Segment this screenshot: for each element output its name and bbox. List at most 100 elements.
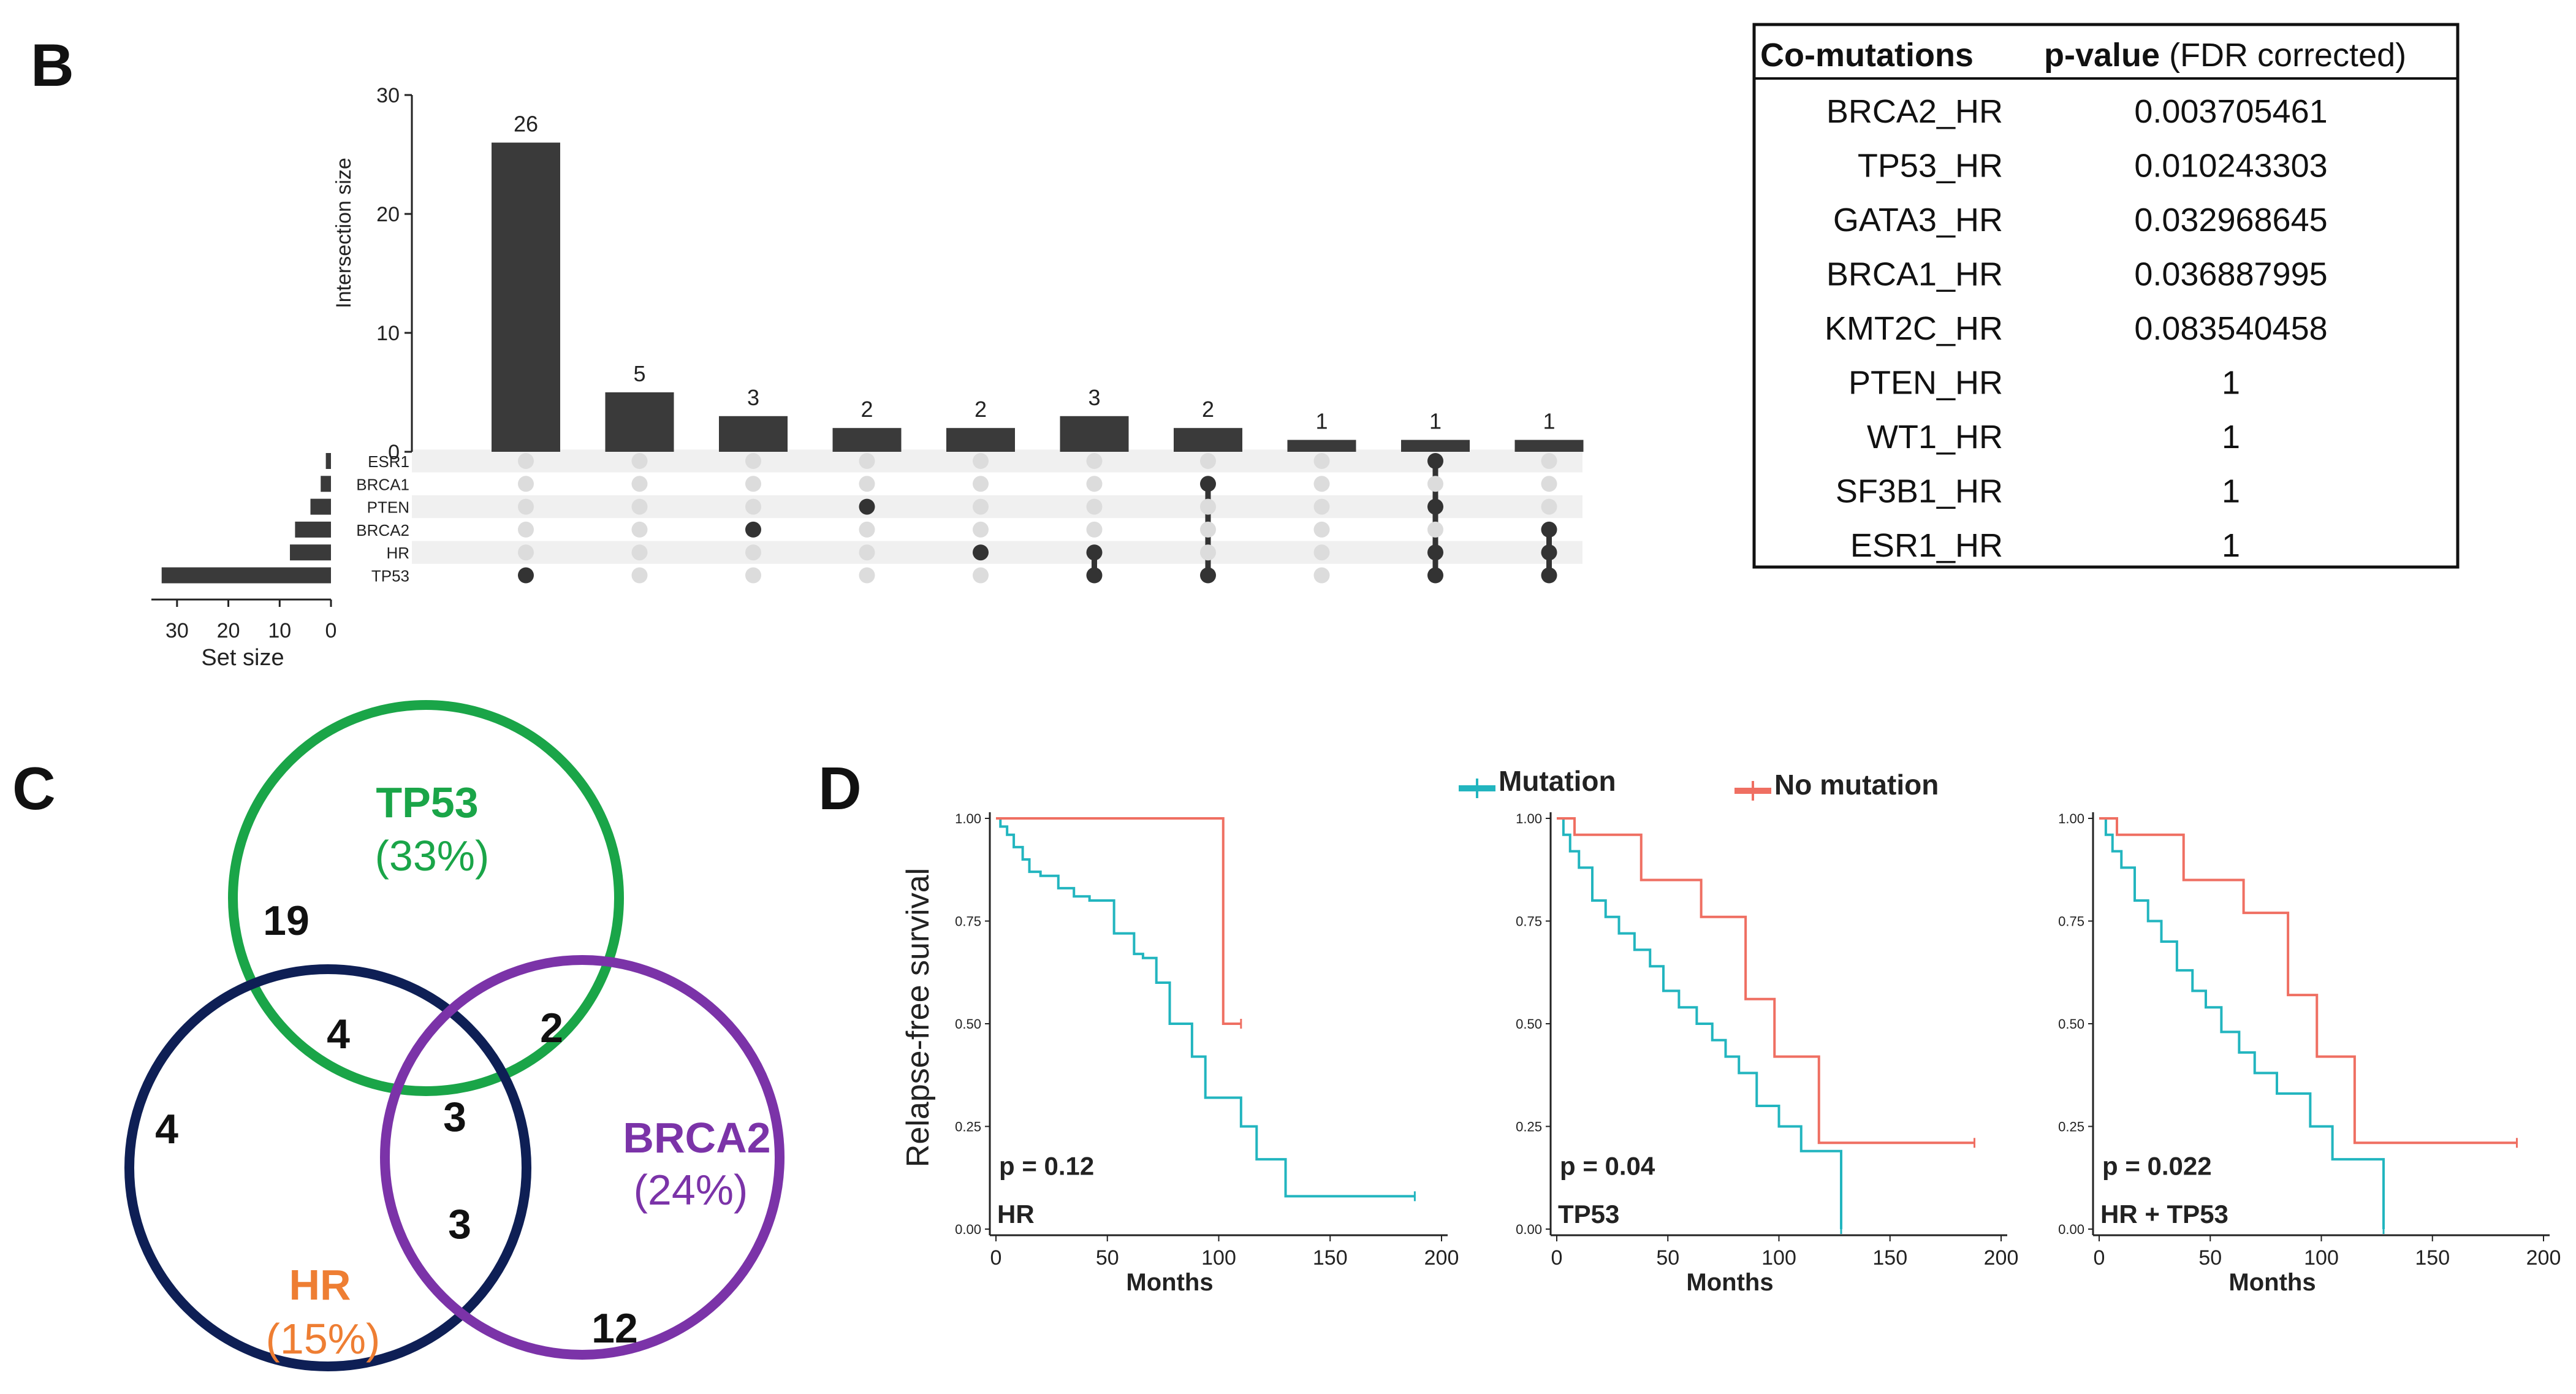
membership-dot-inactive (745, 498, 761, 515)
matrix-row-stripe (412, 541, 1582, 564)
membership-dot-inactive (1313, 567, 1330, 584)
tp53-set-pct: (33%) (375, 832, 490, 880)
membership-dot-active (1541, 521, 1557, 538)
set-size-bars (161, 453, 331, 584)
km-panel: 0.00 0.25 0.50 0.75 1.00 0 50 100 150 200 Months p … (1516, 811, 2018, 1296)
km-curve-no-mutation (2099, 817, 2517, 1145)
membership-dot-inactive (973, 498, 989, 515)
membership-dot-inactive (1427, 521, 1443, 538)
table-row-mutation: WT1_HR (1867, 419, 2003, 455)
intersection-bar (492, 142, 560, 452)
bar-value-label: 3 (1088, 385, 1100, 410)
venn-diagram: TP53 (33%) HR (15%) BRCA2 (24%) 19 4 2 3… (124, 700, 785, 1371)
set-label: BRCA2 (356, 521, 409, 539)
km-p-value: p = 0.022 (2102, 1152, 2212, 1181)
set-size-bar (310, 498, 331, 515)
membership-dot-inactive (1313, 453, 1330, 469)
table-row-p-value: 0.003705461 (2134, 93, 2327, 130)
matrix-row-stripe (412, 563, 1582, 587)
membership-dot-inactive (859, 567, 875, 584)
km-panel-label: HR (997, 1200, 1035, 1228)
intersection-bar (719, 416, 788, 452)
hr-set-pct: (15%) (266, 1315, 381, 1363)
km-x-tick-label: 0 (2094, 1246, 2105, 1270)
region-tp53-hr: 4 (327, 1011, 350, 1057)
region-brca2-only: 12 (591, 1305, 638, 1352)
membership-dot-inactive (1541, 476, 1557, 492)
membership-dot-inactive (973, 521, 989, 538)
km-x-axis-label: Months (2228, 1269, 2316, 1296)
membership-dot-inactive (1313, 476, 1330, 492)
intersection-bars (492, 142, 1584, 452)
panel-d-letter: D (818, 755, 862, 822)
km-x-tick-label: 150 (1313, 1246, 1348, 1270)
km-curve-no-mutation (1557, 817, 1975, 1145)
membership-dot-inactive (1313, 544, 1330, 561)
table-row-mutation: GATA3_HR (1833, 202, 2003, 238)
table-row-mutation: BRCA1_HR (1826, 256, 2003, 293)
panel-b-letter: B (31, 31, 74, 99)
set-labels: ESR1 BRCA1 PTEN BRCA2 HR TP53 (356, 452, 409, 585)
header-p-bold: p-value (2044, 37, 2160, 74)
bar-value-label: 3 (747, 385, 759, 410)
membership-dot-inactive (631, 498, 648, 515)
table-header-co-mutations: Co-mutations (1760, 37, 1974, 74)
membership-dot-inactive (518, 476, 534, 492)
matrix-row-stripe (412, 472, 1582, 495)
table-row-p-value: 0.010243303 (2134, 148, 2327, 185)
membership-dot-inactive (1086, 498, 1103, 515)
km-y-tick-label: 0.25 (955, 1119, 981, 1135)
membership-dot-inactive (973, 567, 989, 584)
km-y-tick-label: 0.50 (955, 1016, 981, 1032)
km-x-tick-label: 0 (1551, 1246, 1563, 1270)
km-y-tick-label: 0.75 (2058, 914, 2084, 929)
km-x-tick-label: 50 (1656, 1246, 1679, 1270)
table-row-p-value: 1 (2222, 365, 2240, 402)
set-size-label: Set size (201, 645, 284, 671)
km-panels: 0.00 0.25 0.50 0.75 1.00 0 50 100 150 200 Months p … (955, 811, 2561, 1296)
bar-value-label: 1 (1429, 409, 1442, 434)
table-row-p-value: 1 (2222, 419, 2240, 455)
bar-value-label: 2 (975, 397, 987, 422)
membership-dot-inactive (631, 567, 648, 584)
bar-value-label: 5 (633, 361, 645, 386)
km-y-tick-label: 0.50 (1516, 1016, 1542, 1032)
matrix-row-stripe (412, 449, 1582, 473)
km-curve-mutation (1557, 817, 1842, 1229)
membership-dot-active (973, 544, 989, 561)
set-size-bar (295, 521, 331, 538)
km-p-value: p = 0.12 (999, 1152, 1094, 1181)
km-y-axis-label: Relapse-free survival (900, 868, 936, 1167)
brca2-circle (380, 955, 785, 1360)
set-size-tick-label: 20 (217, 619, 240, 642)
membership-dot-inactive (973, 476, 989, 492)
table-row-mutation: TP53_HR (1858, 148, 2003, 185)
membership-dot-inactive (745, 453, 761, 469)
membership-dot-active (1427, 498, 1443, 515)
membership-dot-active (1541, 544, 1557, 561)
region-hr-brca2: 3 (448, 1201, 471, 1247)
membership-dot-inactive (859, 476, 875, 492)
set-label: TP53 (371, 567, 409, 585)
km-x-tick-label: 50 (1096, 1246, 1119, 1270)
km-curve-no-mutation (996, 817, 1241, 1025)
membership-dot-inactive (859, 521, 875, 538)
km-y-tick-label: 0.00 (2058, 1222, 2084, 1237)
intersection-bar (1287, 440, 1356, 452)
table-row-p-value: 0.036887995 (2134, 256, 2327, 293)
table-row-p-value: 1 (2222, 473, 2240, 510)
membership-dot-inactive (1313, 521, 1330, 538)
brca2-set-name: BRCA2 (623, 1114, 770, 1162)
table-row-mutation: SF3B1_HR (1836, 473, 2003, 510)
bar-value-label: 2 (861, 397, 873, 422)
km-x-tick-label: 100 (1761, 1246, 1796, 1270)
membership-dot-inactive (859, 544, 875, 561)
region-tp53-only: 19 (263, 897, 310, 944)
km-x-tick-label: 50 (2198, 1246, 2222, 1270)
membership-dot-active (518, 567, 534, 584)
region-tp53-brca2: 2 (540, 1005, 563, 1051)
km-y-tick-label: 1.00 (2058, 811, 2084, 826)
membership-dot-inactive (1086, 453, 1103, 469)
table-row-p-value: 1 (2222, 527, 2240, 564)
membership-dot-inactive (518, 498, 534, 515)
